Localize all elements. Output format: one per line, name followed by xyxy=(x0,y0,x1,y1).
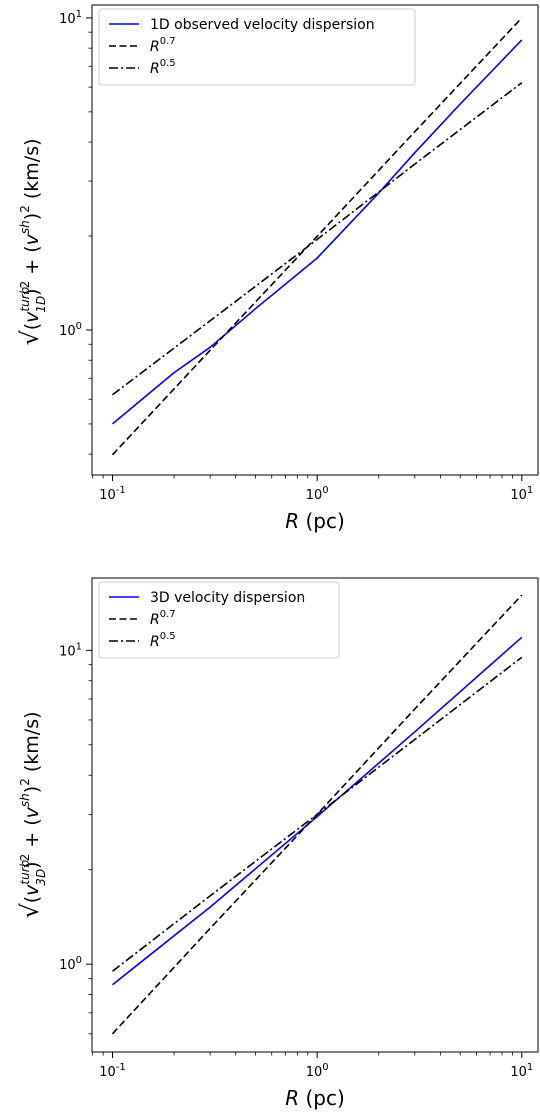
legend: 1D observed velocity dispersion R0.7 R0.5 xyxy=(98,8,416,86)
y-tick-label: 101 xyxy=(59,9,82,27)
legend-label: R0.5 xyxy=(150,58,176,77)
plot-frame xyxy=(91,4,539,476)
legend: 3D velocity dispersion R0.7 R0.5 xyxy=(98,581,340,659)
x-axis-label: R (pc) xyxy=(285,509,345,533)
y-axis-label: √(vturb 1D)2 + (vsh)2 (km/s) xyxy=(16,138,48,345)
series-line-2 xyxy=(111,17,523,456)
y-tick-label: 101 xyxy=(59,641,82,659)
x-tick-label: 100 xyxy=(306,1062,329,1080)
series-line-1 xyxy=(111,39,523,425)
legend-box xyxy=(98,8,416,86)
series-group xyxy=(111,594,523,1035)
legend-label: R0.5 xyxy=(150,631,176,650)
legend-box xyxy=(98,581,340,659)
series-line-3 xyxy=(112,82,523,396)
x-tick-label: 101 xyxy=(510,485,533,503)
series-line-3 xyxy=(112,656,523,972)
series-line-1 xyxy=(112,636,523,986)
y-axis-label: √(vturb 3D)2 + (vsh)2 (km/s) xyxy=(16,711,48,918)
series-group xyxy=(111,17,523,456)
legend-label: 1D observed velocity dispersion xyxy=(150,17,375,33)
x-tick-label: 10-1 xyxy=(99,1062,126,1080)
legend-label: R0.7 xyxy=(150,609,176,628)
x-tick-label: 100 xyxy=(306,485,329,503)
legend-label: 3D velocity dispersion xyxy=(150,590,305,606)
legend-label: R0.7 xyxy=(150,36,176,55)
x-axis-label: R (pc) xyxy=(285,1086,345,1110)
y-tick-label: 100 xyxy=(59,321,82,339)
x-tick-label: 101 xyxy=(510,1062,533,1080)
chart-panel-2: 10-1 100 101 100 101 R (pc) √(vturb 3D)2 + (vsh… xyxy=(16,577,539,1110)
chart-panel-1: 10-1 100 101 100 101 R (pc) √(vturb 1D)2 + (vsh… xyxy=(16,4,539,533)
y-tick-label: 100 xyxy=(59,955,82,973)
x-tick-label: 10-1 xyxy=(99,485,126,503)
plot-frame xyxy=(91,577,539,1053)
